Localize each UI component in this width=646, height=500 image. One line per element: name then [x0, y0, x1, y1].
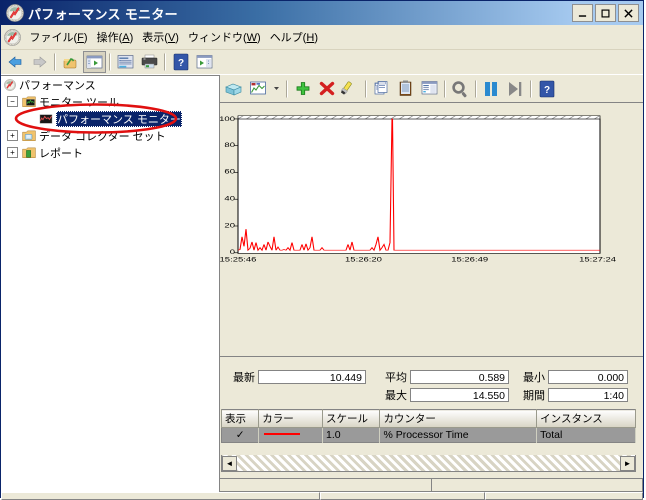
svg-text:?: ?: [177, 58, 183, 69]
svg-text:100: 100: [220, 116, 236, 123]
svg-text:15:25:46: 15:25:46: [220, 256, 257, 263]
svg-text:80: 80: [224, 142, 235, 149]
svg-text:0: 0: [230, 249, 236, 256]
svg-text:15:26:49: 15:26:49: [451, 256, 489, 263]
svg-text:20: 20: [224, 222, 235, 229]
svg-text:15:26:20: 15:26:20: [345, 256, 383, 263]
svg-text:60: 60: [224, 168, 235, 175]
svg-text:?: ?: [543, 85, 549, 96]
svg-text:40: 40: [224, 195, 235, 202]
svg-text:15:27:24: 15:27:24: [579, 256, 617, 263]
